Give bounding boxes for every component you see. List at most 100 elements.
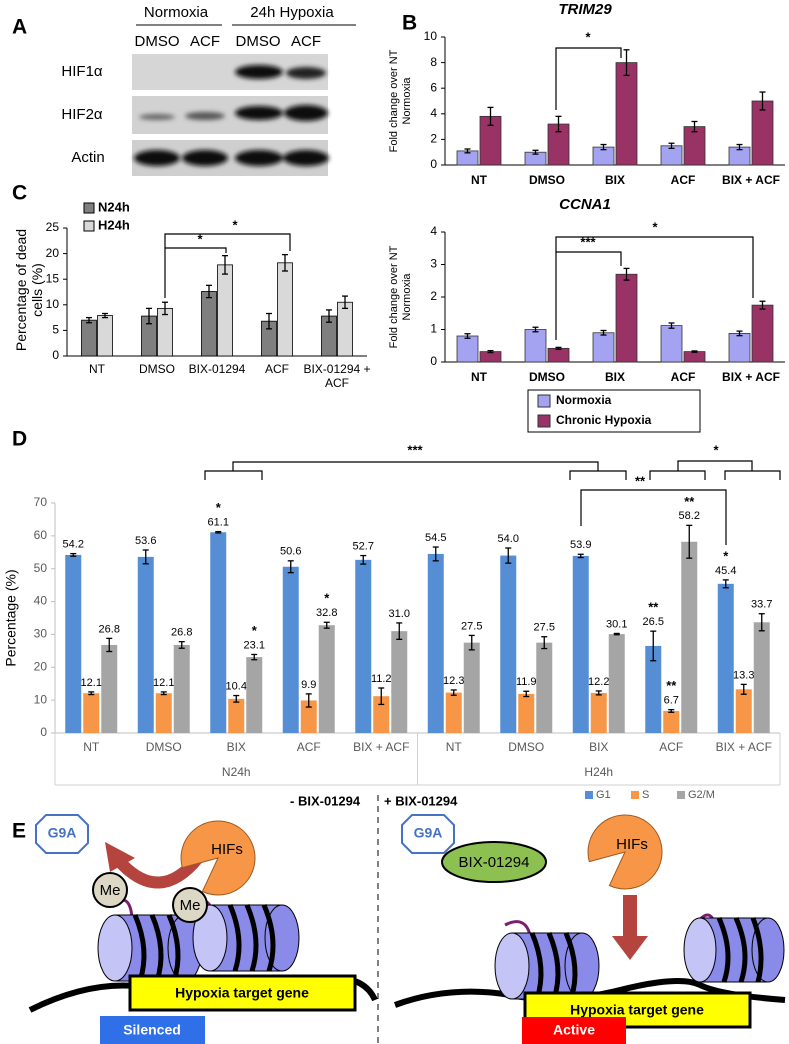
state-label: Active	[553, 1022, 595, 1038]
y-axis-title: Percentage (%)	[3, 569, 19, 666]
error-bar	[691, 120, 698, 133]
x-tick-label: DMSO	[139, 362, 175, 376]
error-bar	[623, 49, 630, 77]
y-tick-label: 10	[424, 29, 438, 43]
y-tick-label: 70	[34, 495, 48, 509]
value-label: 32.8	[316, 607, 337, 619]
bar	[608, 634, 625, 733]
x-tick-label: BIX	[589, 740, 608, 754]
error-bar	[323, 621, 330, 629]
blot-band	[134, 150, 180, 166]
x-tick-label-box: DMSO	[139, 362, 175, 376]
error-bar	[691, 350, 698, 353]
y-tick-label: 0	[430, 354, 437, 368]
bar	[572, 555, 589, 733]
bar	[228, 698, 245, 733]
x-tick-label: BIX-01294 + ACF	[303, 362, 371, 390]
error-bar	[360, 554, 367, 565]
blot-band	[185, 112, 225, 120]
error-bar	[378, 687, 385, 706]
inhibitor-icon	[441, 841, 547, 883]
methyl-label: Me	[180, 897, 201, 914]
x-tick-label: ACF	[297, 740, 321, 754]
value-label: 45.4	[715, 565, 736, 577]
significance-bracket	[555, 251, 622, 340]
error-bar	[396, 622, 403, 641]
methyl-label: Me	[100, 882, 121, 899]
y-axis-title-box: Percentage of dead cells (%)	[13, 228, 45, 352]
error-bar	[326, 309, 332, 323]
group-label: H24h	[584, 765, 613, 779]
significance-label: *	[585, 29, 591, 44]
y-tick-label: 0	[52, 348, 59, 362]
legend-swatch	[631, 791, 639, 799]
error-bar	[251, 653, 258, 661]
error-bar	[532, 326, 539, 333]
bar	[683, 351, 706, 363]
error-bar	[142, 549, 149, 565]
row-label: HIF1α	[61, 63, 103, 80]
value-label: 12.1	[153, 677, 174, 689]
legend-label: Chronic Hypoxia	[556, 413, 652, 427]
error-bar	[432, 546, 439, 562]
mechanism-diagram: - BIX-01294 + BIX-01294 Me Me G9A HIFs H…	[28, 793, 786, 1044]
x-tick-label: DMSO	[146, 740, 182, 754]
y-tick-label: 8	[430, 55, 437, 69]
error-bar	[623, 267, 630, 281]
g9a-icon	[401, 814, 455, 854]
lane-label: ACF	[291, 33, 321, 50]
y-axis-title: Percentage of dead cells (%)	[13, 228, 45, 352]
error-bar	[740, 683, 747, 695]
bar	[81, 319, 97, 357]
x-tick-label: NT	[471, 173, 488, 187]
bar	[65, 554, 82, 733]
x-tick-label: BIX	[605, 370, 625, 384]
error-bar	[595, 690, 602, 696]
error-bar	[577, 553, 584, 559]
significance-label: *	[197, 231, 203, 246]
bar	[246, 657, 263, 733]
bar	[500, 555, 517, 733]
value-label: 26.8	[99, 623, 120, 635]
value-label: 9.9	[301, 679, 316, 691]
error-bar	[178, 641, 185, 649]
value-label: 12.2	[588, 676, 609, 688]
bar	[524, 329, 547, 363]
y-tick-label: 15	[46, 271, 60, 285]
bar	[518, 693, 535, 733]
x-tick-label: BIX + ACF	[716, 740, 772, 754]
error-bar	[600, 143, 607, 151]
bar	[663, 710, 680, 733]
chart-title: TRIM29	[558, 1, 612, 18]
bar	[97, 315, 113, 357]
enzyme-label: G9A	[48, 825, 77, 841]
enzyme-label: G9A	[414, 825, 443, 841]
value-label: 11.9	[516, 676, 537, 688]
value-label: 31.0	[389, 608, 410, 620]
diagram-heading: + BIX-01294	[384, 793, 458, 808]
legend-label: H24h	[98, 217, 130, 232]
error-bar	[102, 312, 108, 319]
legend-label: G2/M	[688, 789, 715, 801]
y-tick-label: 2	[430, 289, 437, 303]
state-label: Silenced	[123, 1022, 181, 1038]
error-bar	[282, 253, 288, 272]
blot-band	[235, 106, 283, 120]
nucleosome	[97, 914, 203, 982]
methyl-mark	[172, 887, 208, 923]
y-tick-label: 3	[430, 257, 437, 271]
value-label: 54.2	[63, 539, 84, 551]
western-blot: Normoxia 24h Hypoxia DMSO ACF DMSO ACF H…	[61, 4, 356, 176]
error-bar	[215, 530, 222, 534]
value-label: 53.6	[135, 535, 156, 547]
x-tick-label: NT	[446, 740, 463, 754]
error-bar	[668, 709, 675, 713]
bar	[735, 689, 752, 733]
state-box	[522, 1017, 626, 1044]
value-label: 26.5	[643, 616, 664, 628]
x-tick-label: BIX + ACF	[722, 173, 780, 187]
legend-swatch	[537, 394, 551, 408]
legend-label: G1	[596, 789, 611, 801]
significance-label: *	[723, 548, 729, 563]
significance-label: *	[652, 219, 658, 234]
